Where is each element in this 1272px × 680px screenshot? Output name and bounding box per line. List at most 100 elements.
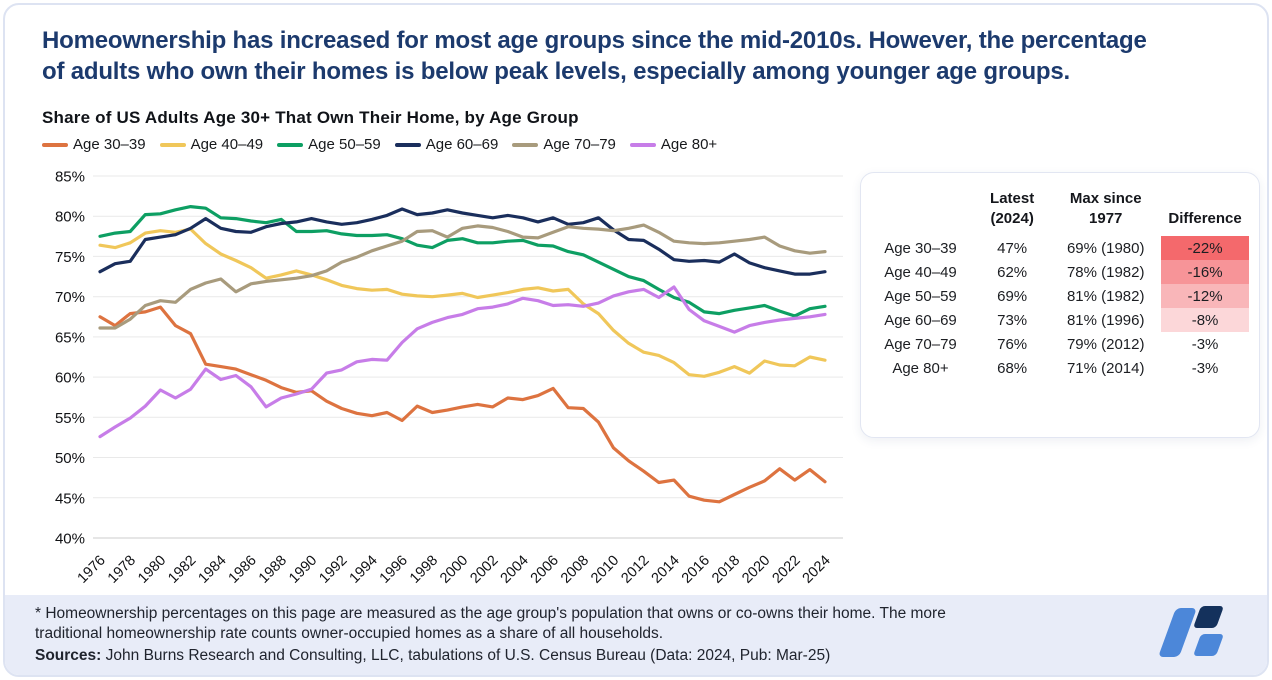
legend-item-age-60-69: Age 60–69	[394, 136, 499, 153]
x-axis-tick-label: 2014	[649, 553, 683, 587]
latest-cell: 62%	[997, 263, 1028, 281]
legend-swatch-age-50-59	[277, 142, 304, 147]
table-row: Age 40–49 62% 78% (1982) -16%	[867, 260, 1249, 284]
x-axis-tick-label: 2020	[739, 553, 773, 587]
stats-table-card: Latest (2024) Max since 1977 Difference Ag…	[860, 172, 1260, 438]
row-label-cell: Age 30–39	[884, 239, 957, 257]
stats-header-blank	[867, 189, 974, 236]
series-line-age-30-39	[98, 305, 827, 504]
x-axis-tick-label: 2016	[679, 553, 713, 587]
legend-item-age-70-79: Age 70–79	[512, 136, 616, 153]
stats-table-header-row: Latest (2024) Max since 1977 Difference	[867, 189, 1249, 236]
y-axis-tick-label: 80%	[55, 209, 85, 226]
series-line-age-60-69	[98, 207, 827, 276]
stats-table: Latest (2024) Max since 1977 Difference Ag…	[867, 189, 1249, 380]
y-axis-tick-label: 60%	[55, 370, 85, 387]
difference-cell: -12%	[1161, 284, 1249, 308]
x-axis-tick-label: 1978	[105, 553, 139, 587]
row-label-cell: Age 60–69	[884, 311, 957, 329]
row-label-cell: Age 50–59	[884, 287, 957, 305]
difference-cell: -3%	[1191, 335, 1219, 353]
sources-label: Sources:	[35, 647, 102, 664]
x-axis-tick-label: 2018	[709, 553, 743, 587]
x-axis-tick-label: 2024	[800, 553, 834, 587]
legend-item-age-30-39: Age 30–39	[42, 136, 146, 153]
max-cell: 79% (2012)	[1066, 335, 1145, 353]
y-axis-tick-label: 65%	[55, 329, 85, 346]
stats-header-difference: Difference	[1168, 209, 1242, 227]
page-title: Homeownership has increased for most age…	[42, 25, 1247, 87]
y-axis-tick-label: 45%	[55, 490, 85, 507]
x-axis-tick-label: 1998	[407, 553, 441, 587]
max-cell: 78% (1982)	[1066, 263, 1145, 281]
latest-cell: 73%	[997, 311, 1028, 329]
table-row: Age 50–59 69% 81% (1982) -12%	[867, 284, 1249, 308]
x-axis-tick-label: 1990	[286, 553, 320, 587]
logo-bottom-shape	[1192, 634, 1225, 656]
logo-bar-shape	[1158, 608, 1197, 657]
infographic-card: Homeownership has increased for most age…	[3, 3, 1269, 677]
x-axis-tick-label: 1996	[377, 553, 411, 587]
max-cell: 81% (1982)	[1066, 287, 1145, 305]
legend-label: Age 40–49	[190, 136, 264, 153]
x-axis-tick-label: 1984	[195, 553, 229, 587]
difference-cell: -22%	[1161, 236, 1249, 260]
footnote-text: * Homeownership percentages on this page…	[35, 605, 946, 642]
legend-swatch-age-70-79	[512, 142, 539, 147]
series-line-age-50-59	[98, 204, 827, 318]
y-axis-tick-label: 55%	[55, 410, 85, 427]
table-row: Age 30–39 47% 69% (1980) -22%	[867, 236, 1249, 260]
legend-label: Age 70–79	[543, 136, 616, 153]
max-cell: 69% (1980)	[1066, 239, 1145, 257]
x-axis-tick-label: 2008	[558, 553, 592, 587]
legend-swatch-age-80-plus	[629, 142, 656, 147]
x-axis-tick-label: 2002	[467, 553, 501, 587]
latest-cell: 69%	[997, 287, 1028, 305]
latest-cell: 68%	[997, 359, 1028, 377]
latest-cell: 76%	[997, 335, 1028, 353]
difference-cell: -8%	[1161, 308, 1249, 332]
difference-cell: -3%	[1191, 359, 1219, 377]
x-axis-tick-label: 1992	[316, 553, 350, 587]
x-axis-tick-label: 1982	[165, 553, 199, 587]
chart-legend: Age 30–39 Age 40–49 Age 50–59 Age 60–69 Age …	[42, 136, 717, 153]
y-axis-tick-label: 70%	[55, 289, 85, 306]
legend-label: Age 60–69	[425, 136, 499, 153]
series-line-age-40-49	[98, 227, 827, 378]
sources-text: Sources: John Burns Research and Consult…	[35, 647, 831, 664]
stats-header-max: Max since 1977	[1069, 190, 1142, 227]
page-title-line1: Homeownership has increased for most age…	[42, 27, 1147, 54]
y-axis-tick-label: 75%	[55, 249, 85, 266]
john-burns-logo-icon	[1158, 604, 1225, 660]
x-axis-tick-label: 2012	[618, 553, 652, 587]
chart-title: Share of US Adults Age 30+ That Own Thei…	[42, 108, 579, 127]
latest-cell: 47%	[997, 239, 1028, 257]
stats-header-latest: Latest (2024)	[990, 190, 1035, 227]
x-axis-tick-label: 1988	[256, 553, 290, 587]
max-cell: 71% (2014)	[1066, 359, 1145, 377]
x-axis-tick-label: 1976	[75, 553, 109, 587]
series-line-age-80-plus	[98, 285, 827, 439]
page-title-line2: of adults who own their homes is below p…	[42, 58, 1070, 85]
legend-item-age-80-plus: Age 80+	[629, 136, 718, 153]
legend-item-age-40-49: Age 40–49	[159, 136, 264, 153]
y-axis-tick-label: 40%	[55, 531, 85, 548]
max-cell: 81% (1996)	[1066, 311, 1145, 329]
legend-swatch-age-60-69	[394, 142, 421, 147]
table-row: Age 60–69 73% 81% (1996) -8%	[867, 308, 1249, 332]
row-label-cell: Age 80+	[892, 359, 949, 377]
x-axis-tick-label: 1980	[135, 553, 169, 587]
legend-swatch-age-30-39	[42, 142, 68, 147]
footer-band: * Homeownership percentages on this page…	[5, 595, 1267, 675]
legend-label: Age 50–59	[308, 136, 381, 153]
legend-label: Age 80+	[660, 136, 718, 153]
x-axis-tick-label: 2004	[498, 553, 532, 587]
row-label-cell: Age 70–79	[884, 335, 957, 353]
legend-label: Age 30–39	[73, 136, 146, 153]
x-axis-tick-label: 2022	[769, 553, 803, 587]
table-row: Age 70–79 76% 79% (2012) -3%	[867, 332, 1249, 356]
homeownership-line-chart: 40%45%50%55%60%65%70%75%80%85%1976197819…	[55, 169, 843, 587]
legend-swatch-age-40-49	[159, 142, 186, 147]
row-label-cell: Age 40–49	[884, 263, 957, 281]
x-axis-tick-label: 2010	[588, 553, 622, 587]
